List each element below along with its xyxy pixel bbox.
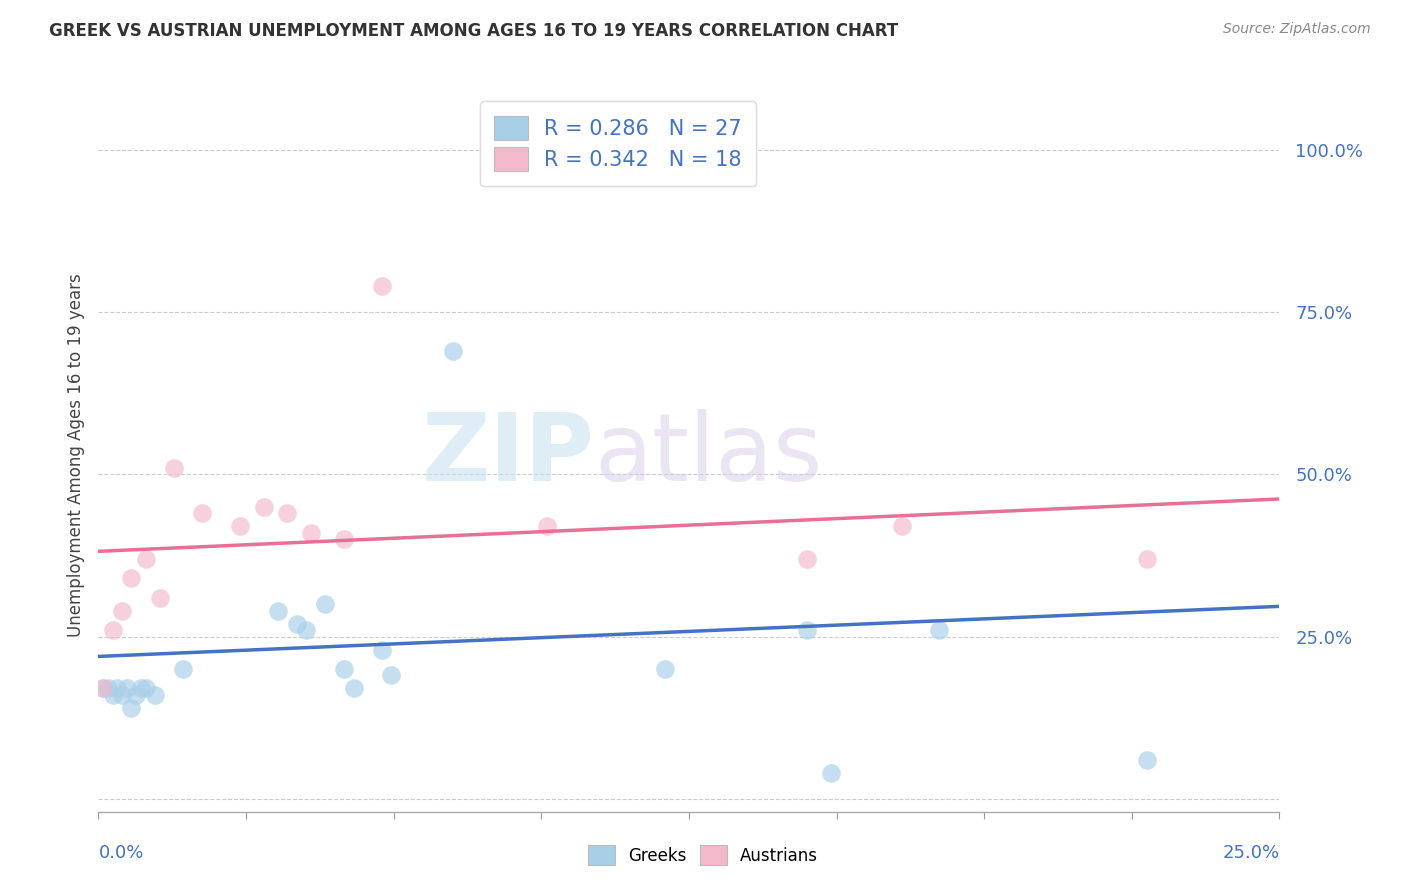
Point: [253, 500, 276, 514]
Text: GREEK VS AUSTRIAN UNEMPLOYMENT AMONG AGES 16 TO 19 YEARS CORRELATION CHART: GREEK VS AUSTRIAN UNEMPLOYMENT AMONG AGE…: [49, 22, 898, 40]
Point: [229, 519, 252, 533]
Point: [314, 597, 336, 611]
Point: [115, 681, 138, 696]
Point: [333, 662, 356, 676]
Point: [97, 681, 120, 696]
Point: [91, 681, 114, 696]
Point: [276, 506, 298, 520]
Point: [1136, 551, 1159, 566]
Point: [536, 169, 558, 183]
Text: ZIP: ZIP: [422, 409, 595, 501]
Y-axis label: Unemployment Among Ages 16 to 19 years: Unemployment Among Ages 16 to 19 years: [66, 273, 84, 637]
Point: [267, 604, 290, 618]
Point: [143, 688, 166, 702]
Point: [333, 533, 356, 547]
Point: [299, 525, 322, 540]
Point: [371, 642, 394, 657]
Point: [121, 571, 143, 585]
Point: [928, 623, 950, 637]
Point: [111, 688, 134, 702]
Point: [191, 506, 214, 520]
Point: [101, 623, 124, 637]
Point: [285, 616, 308, 631]
Point: [796, 551, 818, 566]
Point: [820, 765, 842, 780]
Point: [91, 681, 114, 696]
Point: [135, 551, 157, 566]
Point: [441, 344, 464, 359]
Point: [536, 519, 558, 533]
Point: [342, 681, 364, 696]
Text: 0.0%: 0.0%: [98, 844, 143, 862]
Point: [654, 662, 676, 676]
Text: 25.0%: 25.0%: [1222, 844, 1279, 862]
Point: [105, 681, 128, 696]
Point: [371, 279, 394, 293]
Point: [129, 681, 152, 696]
Text: atlas: atlas: [595, 409, 823, 501]
Point: [1136, 753, 1159, 767]
Point: [121, 701, 143, 715]
Text: Source: ZipAtlas.com: Source: ZipAtlas.com: [1223, 22, 1371, 37]
Point: [172, 662, 194, 676]
Point: [295, 623, 318, 637]
Point: [796, 623, 818, 637]
Legend: R = 0.286   N = 27, R = 0.342   N = 18: R = 0.286 N = 27, R = 0.342 N = 18: [479, 102, 756, 186]
Point: [135, 681, 157, 696]
Point: [101, 688, 124, 702]
Point: [149, 591, 172, 605]
Point: [890, 519, 912, 533]
Point: [380, 668, 402, 682]
Point: [111, 604, 134, 618]
Point: [125, 688, 148, 702]
Point: [163, 461, 186, 475]
Legend: Greeks, Austrians: Greeks, Austrians: [578, 836, 828, 875]
